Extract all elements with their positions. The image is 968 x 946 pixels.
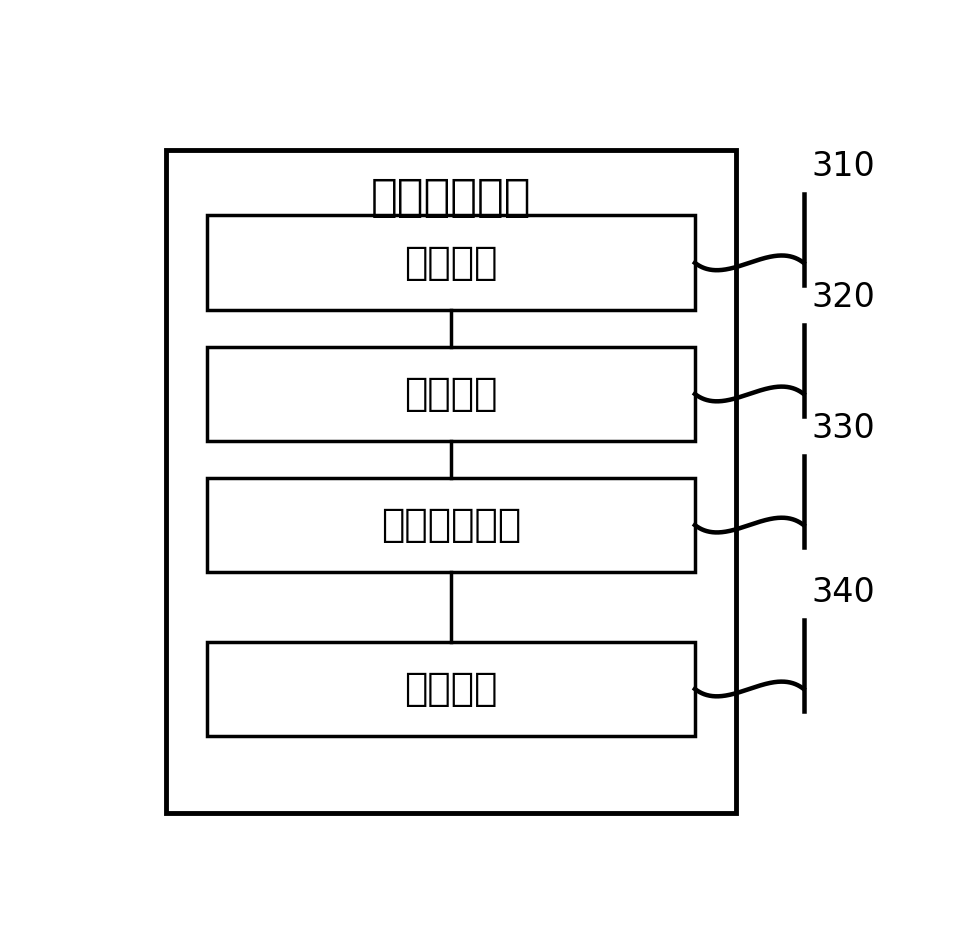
Text: 图像重建装置: 图像重建装置 bbox=[371, 176, 531, 219]
Text: 重建模块: 重建模块 bbox=[405, 670, 498, 708]
Text: 散射恢复模块: 散射恢复模块 bbox=[381, 506, 521, 544]
Text: 310: 310 bbox=[811, 149, 875, 183]
Bar bbox=[166, 149, 736, 813]
Text: 340: 340 bbox=[811, 576, 875, 609]
Text: 识别模块: 识别模块 bbox=[405, 244, 498, 282]
Bar bbox=[207, 478, 695, 572]
Bar bbox=[207, 641, 695, 736]
Bar bbox=[207, 216, 695, 310]
Text: 匹配模块: 匹配模块 bbox=[405, 375, 498, 413]
Bar bbox=[207, 346, 695, 441]
Text: 330: 330 bbox=[811, 412, 875, 445]
Text: 320: 320 bbox=[811, 281, 875, 314]
